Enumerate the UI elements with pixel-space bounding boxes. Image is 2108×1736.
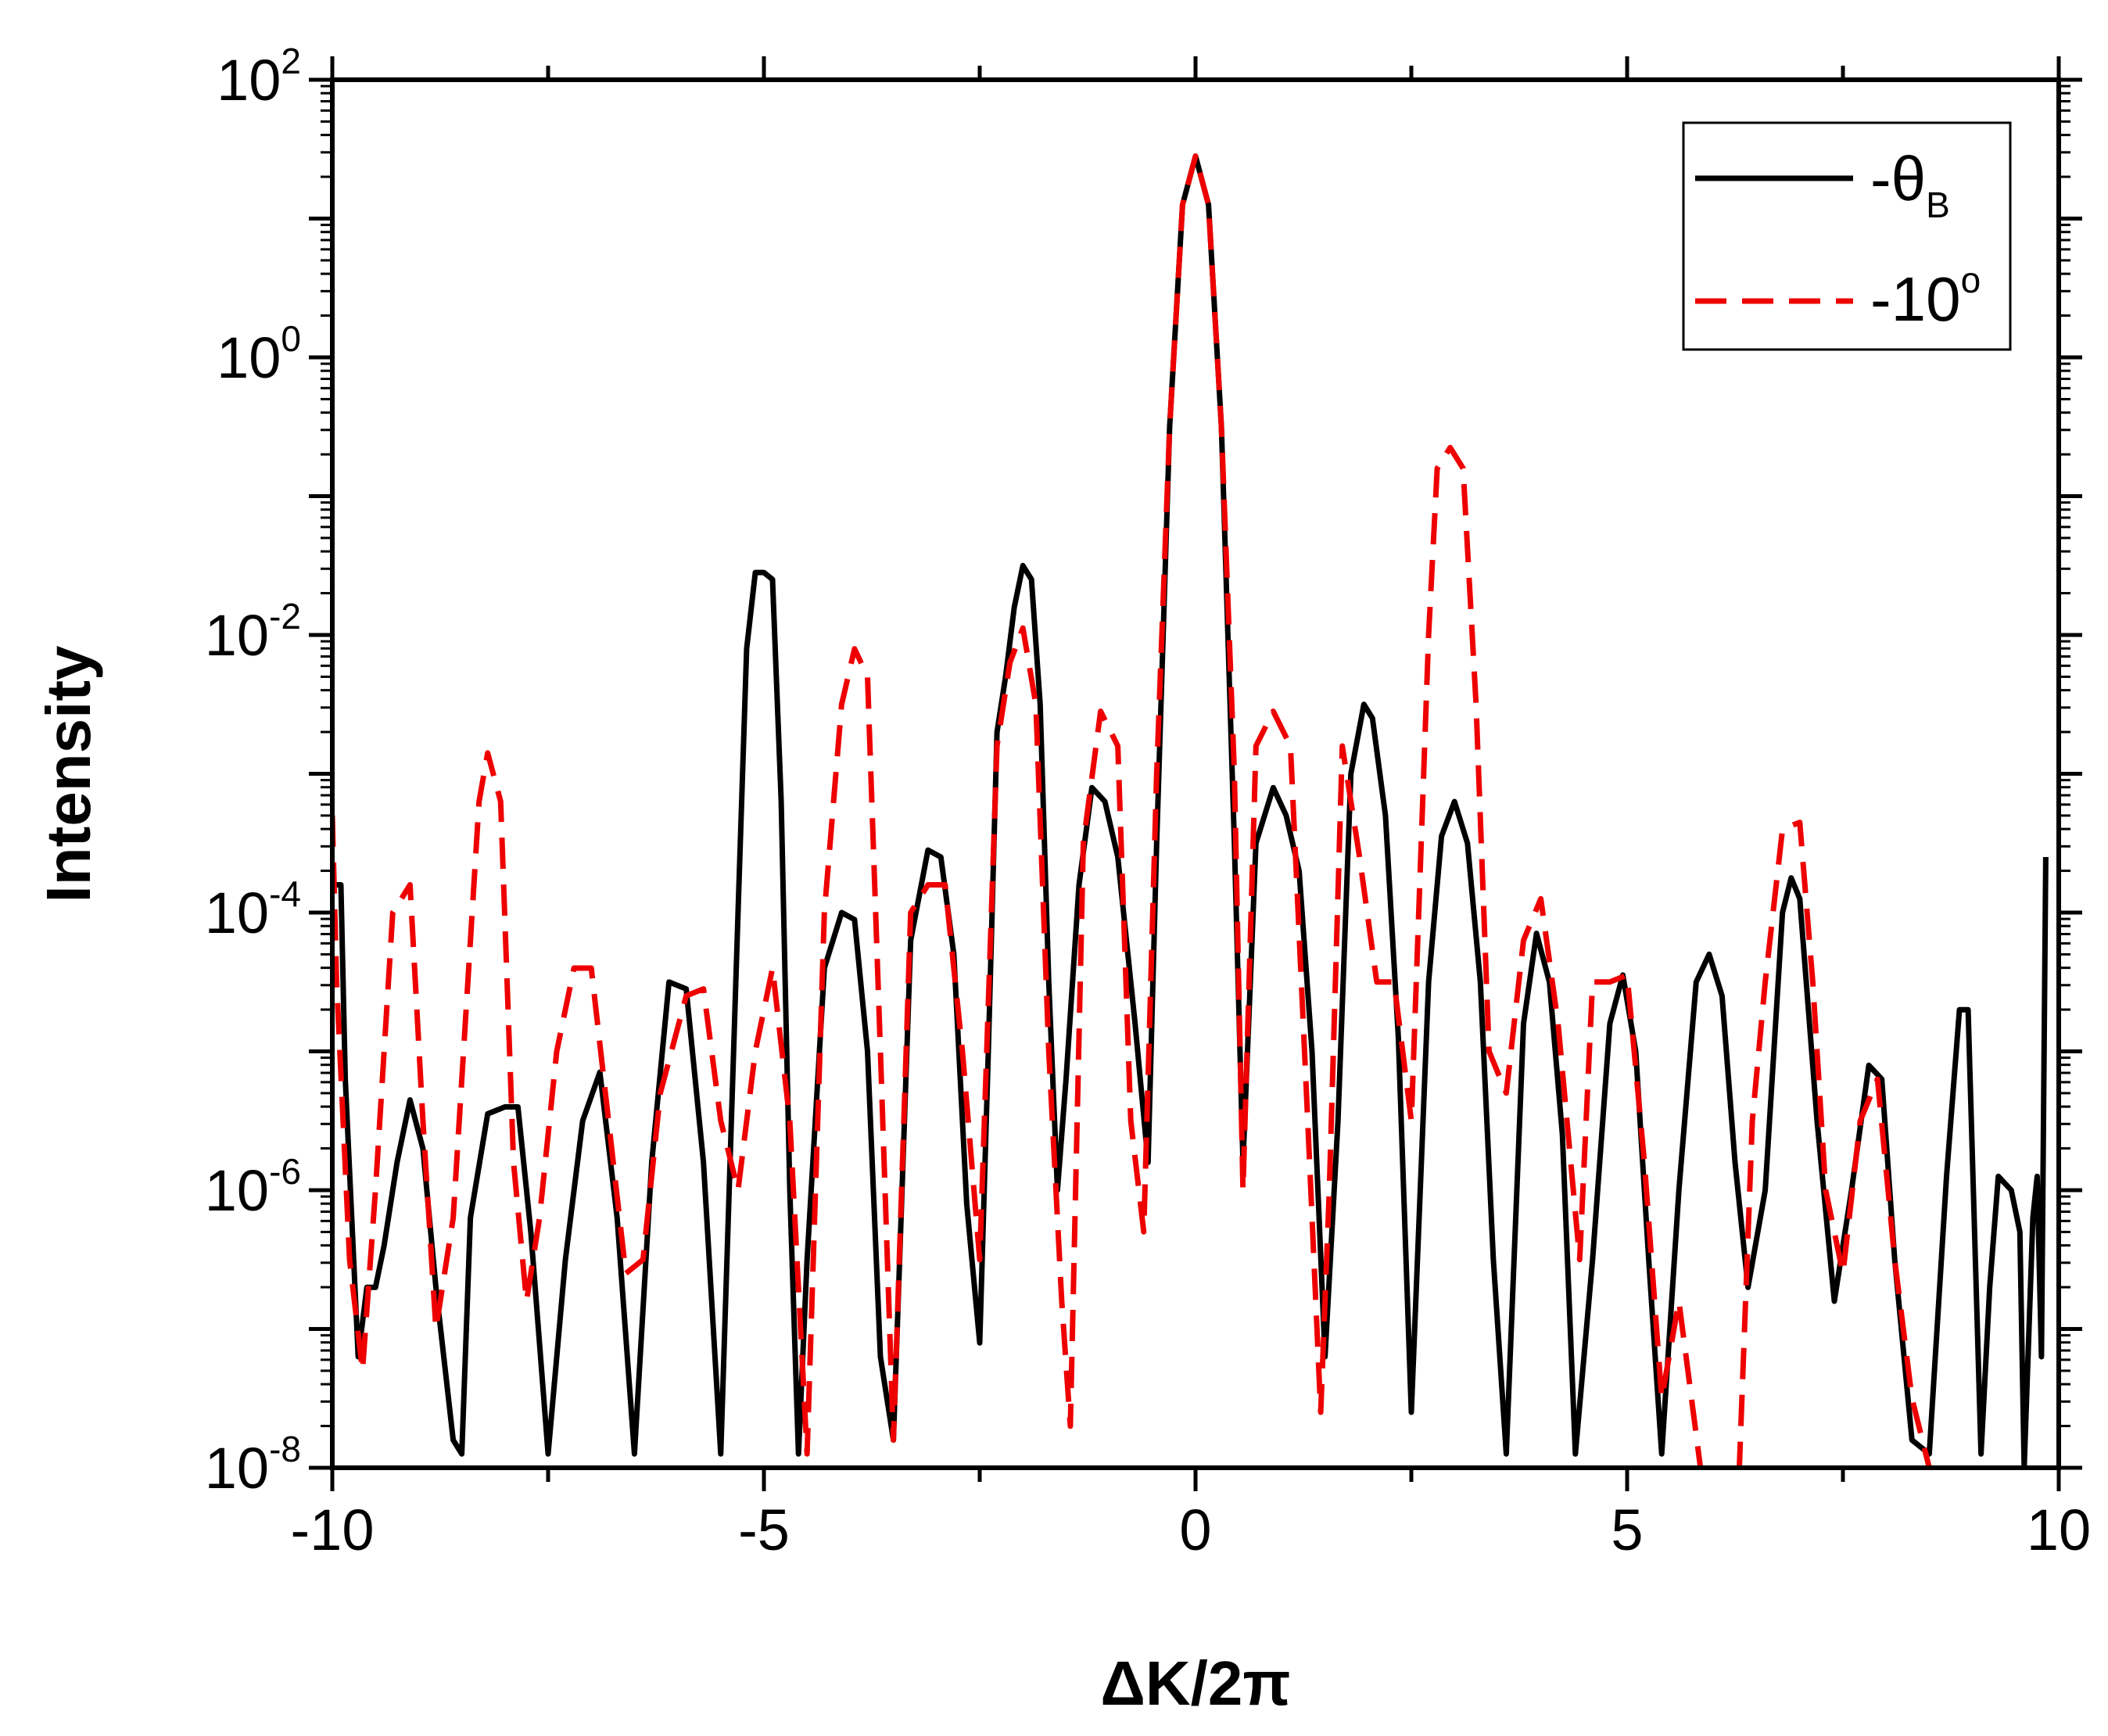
y-tick-label-base: 10 <box>205 881 269 945</box>
legend-label-theta-b-sub: B <box>1926 185 1950 225</box>
legend-box <box>1682 121 2012 351</box>
tick-layer <box>309 56 2082 1491</box>
series-layer <box>332 153 2049 1468</box>
x-tick-label: 5 <box>1611 1497 1643 1562</box>
legend-label-minus-10-main: -10 <box>1870 264 1961 334</box>
y-tick-label-exponent: 2 <box>281 41 301 81</box>
legend-label-minus-10-sup: o <box>1961 260 1981 300</box>
legend: -θB -10o <box>1682 121 2012 351</box>
y-tick-label-exponent: -8 <box>269 1429 301 1469</box>
y-tick-label-base: 10 <box>217 48 281 113</box>
x-tick-label: -5 <box>738 1497 790 1562</box>
y-tick-label: 10-2 <box>205 596 301 668</box>
y-tick-label-base: 10 <box>217 325 281 390</box>
y-tick-label: 100 <box>217 318 301 390</box>
y-tick-label: 10-6 <box>205 1151 301 1223</box>
y-tick-label: 10-4 <box>205 873 301 945</box>
y-tick-label-exponent: -2 <box>269 596 301 637</box>
y-tick-label-exponent: 0 <box>281 318 301 359</box>
y-tick-label-base: 10 <box>205 1158 269 1223</box>
y-axis-title: Intensity <box>34 645 103 902</box>
series-line-theta-b <box>332 153 2049 1468</box>
y-tick-label: 102 <box>217 41 301 113</box>
legend-label-theta-b-main: -θ <box>1870 144 1926 213</box>
x-tick-label: 0 <box>1179 1497 1211 1562</box>
x-tick-label: -10 <box>291 1497 375 1562</box>
y-tick-label: 10-8 <box>205 1429 301 1501</box>
x-tick-label: 10 <box>2027 1497 2091 1562</box>
y-tick-label-exponent: -6 <box>269 1151 301 1192</box>
legend-label-minus-10: -10o <box>1870 260 1981 334</box>
legend-label-theta-b: -θB <box>1870 144 1950 225</box>
x-axis-title: ΔK/2π <box>1100 1648 1290 1718</box>
y-tick-label-base: 10 <box>205 603 269 668</box>
y-tick-label-base: 10 <box>205 1436 269 1501</box>
y-tick-label-exponent: -4 <box>269 873 301 914</box>
series-line-minus-10 <box>332 153 1932 1468</box>
